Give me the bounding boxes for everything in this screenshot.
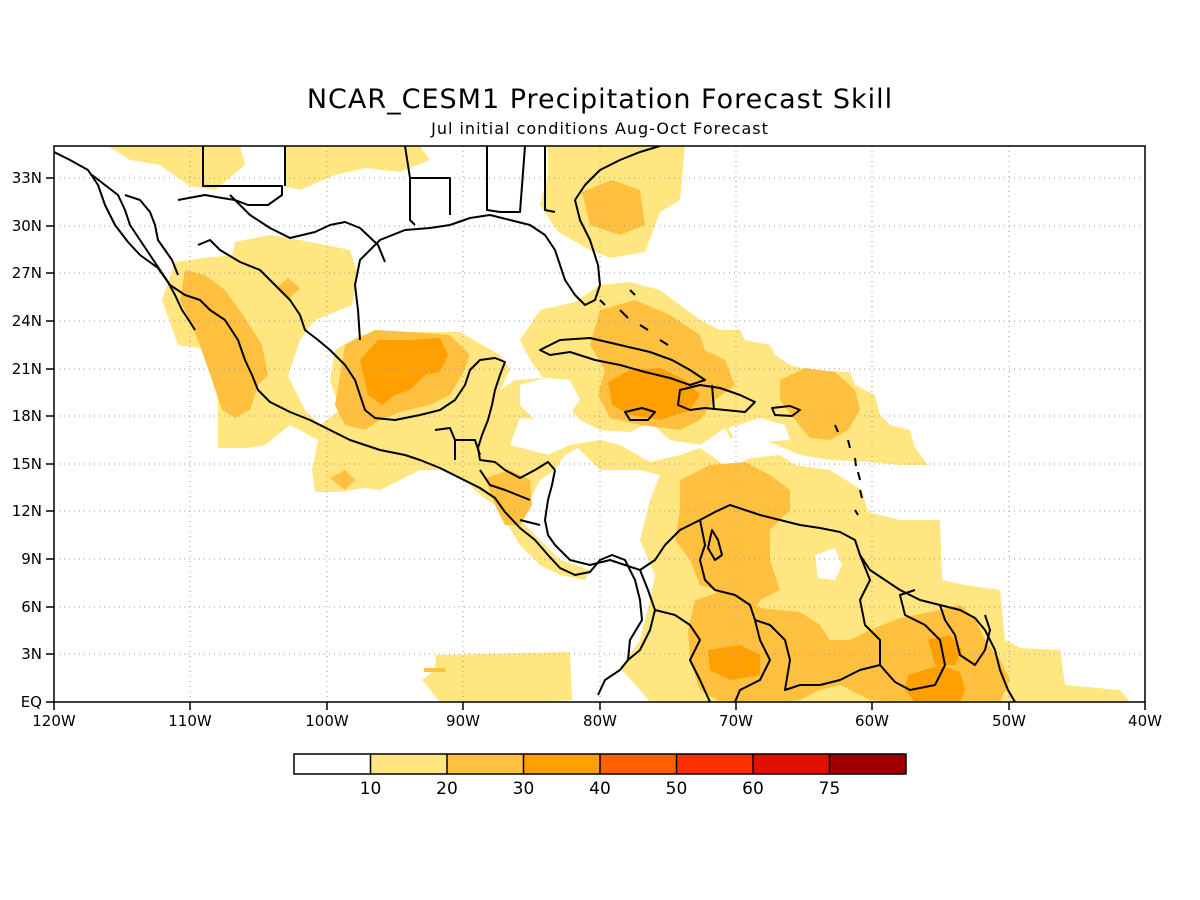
lat-label: 6N xyxy=(21,598,42,616)
lat-label: 27N xyxy=(12,264,42,282)
colorbar-swatch xyxy=(370,754,447,774)
colorbar-swatch xyxy=(676,754,753,774)
shade-low-skill xyxy=(520,378,842,580)
lat-label: 21N xyxy=(12,360,42,378)
colorbar-swatch xyxy=(447,754,524,774)
lat-label: 9N xyxy=(21,550,42,568)
lat-label: 24N xyxy=(12,312,42,330)
lat-label: 3N xyxy=(21,645,42,663)
lat-label: EQ xyxy=(21,693,42,711)
lon-label: 110W xyxy=(168,712,212,730)
lon-label: 90W xyxy=(446,712,480,730)
colorbar: 10 20 30 40 50 60 75 xyxy=(293,753,907,799)
tick-marks xyxy=(46,177,1146,710)
colorbar-swatch xyxy=(600,754,677,774)
colorbar-swatch xyxy=(753,754,830,774)
coastlines xyxy=(54,146,1016,702)
lon-label: 70W xyxy=(719,712,753,730)
colorbar-label: 40 xyxy=(589,779,611,799)
lon-axis-labels: 120W 110W 100W 90W 80W 70W 60W 50W 40W xyxy=(32,712,1162,730)
lat-label: 12N xyxy=(12,502,42,520)
colorbar-swatch xyxy=(294,754,371,774)
lon-label: 100W xyxy=(305,712,349,730)
grid-lines xyxy=(54,146,1145,702)
lon-label: 120W xyxy=(32,712,76,730)
colorbar-label: 60 xyxy=(742,779,764,799)
colorbar-label: 75 xyxy=(819,779,841,799)
colorbar-label: 30 xyxy=(513,779,535,799)
colorbar-swatch xyxy=(523,754,600,774)
lat-axis-labels: EQ 3N 6N 9N 12N 15N 18N 21N 24N 27N 30N … xyxy=(12,169,42,711)
colorbar-label: 20 xyxy=(436,779,458,799)
colorbar-label: 10 xyxy=(360,779,382,799)
lon-label: 40W xyxy=(1128,712,1162,730)
lat-label: 30N xyxy=(12,217,42,235)
lon-label: 50W xyxy=(992,712,1026,730)
lat-label: 33N xyxy=(12,169,42,187)
skill-shading xyxy=(108,146,1130,702)
map-subtitle: Jul initial conditions Aug-Oct Forecast xyxy=(431,119,769,138)
lat-label: 15N xyxy=(12,455,42,473)
lon-label: 80W xyxy=(583,712,617,730)
lon-label: 60W xyxy=(855,712,889,730)
lat-label: 18N xyxy=(12,407,42,425)
colorbar-swatch xyxy=(829,754,906,774)
map-title: NCAR_CESM1 Precipitation Forecast Skill xyxy=(306,84,894,115)
colorbar-label: 50 xyxy=(666,779,688,799)
